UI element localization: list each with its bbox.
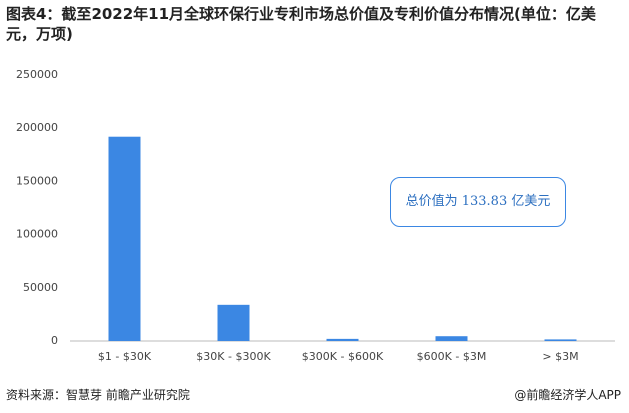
y-tick-label: 150000 (16, 174, 58, 187)
x-tick-label: $1 - $30K (98, 350, 152, 363)
y-tick-label: 50000 (23, 281, 58, 294)
y-tick-label: 250000 (16, 68, 58, 81)
bar (217, 304, 250, 341)
source: 资料来源：智慧芽 前瞻产业研究院 (6, 388, 190, 402)
y-tick-label: 200000 (16, 121, 58, 134)
credit: @前瞻经济学人APP (514, 388, 621, 402)
x-tick-label: $300K - $600K (302, 350, 384, 363)
annotation: 总价值为 133.83 亿美元 (390, 177, 566, 227)
bar (544, 339, 577, 341)
x-tick-label: > $3M (542, 350, 578, 363)
y-tick-label: 0 (51, 334, 58, 347)
y-tick-label: 100000 (16, 228, 58, 241)
bar (326, 338, 359, 341)
x-tick-label: $30K - $300K (196, 350, 271, 363)
chart-title: 图表4：截至2022年11月全球环保行业专利市场总价值及专利价值分布情况(单位：… (6, 5, 596, 43)
bar (108, 136, 141, 341)
x-tick-label: $600K - $3M (417, 350, 487, 363)
bar (435, 336, 468, 341)
